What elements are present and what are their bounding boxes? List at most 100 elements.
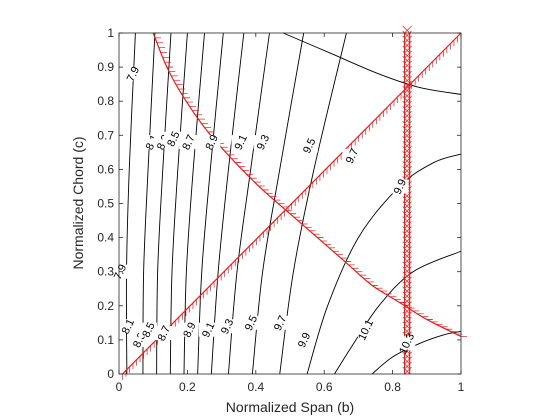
constraint-hatch bbox=[402, 306, 410, 315]
constraint-hatch bbox=[402, 35, 410, 44]
constraint-hatch bbox=[404, 50, 412, 59]
y-tick-label: 0.5 bbox=[97, 197, 114, 211]
constraint-hatch bbox=[404, 161, 412, 169]
contour-label: 8.9 bbox=[181, 321, 198, 340]
constraint-hatch bbox=[402, 251, 410, 259]
contour-label-bg bbox=[118, 319, 137, 334]
constraint-hatch bbox=[404, 361, 412, 370]
y-tick-label: 0.3 bbox=[97, 265, 114, 279]
constraint-hatch bbox=[402, 196, 410, 204]
contour-label-bg bbox=[154, 326, 173, 341]
constraint-hatch bbox=[404, 216, 412, 224]
constraint-hatch bbox=[402, 105, 410, 114]
constraint-hatch bbox=[404, 326, 412, 335]
constraint-hatch bbox=[402, 351, 410, 360]
constraint-hatch bbox=[404, 55, 412, 64]
constraint-hatch bbox=[404, 40, 412, 49]
constraint-hatch bbox=[402, 301, 410, 310]
contour-label: 7.9 bbox=[125, 65, 142, 84]
constraint-hatch bbox=[404, 146, 412, 154]
contour-label-bg bbox=[202, 135, 221, 150]
constraint-hatch bbox=[402, 30, 410, 39]
constraint-hatch bbox=[404, 296, 412, 305]
constraint-hatch bbox=[404, 166, 412, 174]
constraint-hatch bbox=[404, 236, 412, 244]
contour-label-bg bbox=[294, 332, 313, 347]
y-axis-label: Normalized Chord (c) bbox=[70, 136, 86, 269]
constraint-hatch bbox=[404, 70, 412, 79]
contour-line bbox=[279, 32, 347, 375]
contour-line bbox=[371, 330, 462, 375]
constraint-hatch bbox=[402, 211, 410, 219]
contour-label-bg bbox=[397, 336, 416, 351]
constraint-hatch bbox=[402, 241, 410, 249]
constraint-hatch bbox=[402, 361, 410, 370]
constraint-hatch bbox=[402, 161, 410, 169]
contour-label-bg bbox=[123, 66, 142, 81]
contour-label-bg bbox=[356, 322, 375, 337]
constraint-hatch bbox=[404, 111, 412, 119]
constraint-hatch bbox=[402, 85, 410, 94]
y-tick-label: 0.6 bbox=[97, 162, 114, 176]
constraint-hatch bbox=[404, 30, 412, 39]
constraint-hatch bbox=[402, 366, 410, 375]
constraint-hatch bbox=[402, 276, 410, 284]
constraint-hatch bbox=[404, 90, 412, 99]
constraint-hatch bbox=[402, 80, 410, 89]
constraint-hatch bbox=[404, 351, 412, 360]
y-tick-label: 0.9 bbox=[97, 60, 114, 74]
constraint-hatch bbox=[404, 301, 412, 310]
contour-label: 8.5 bbox=[165, 130, 182, 149]
contour-label: 8.5 bbox=[140, 321, 157, 340]
constraint-hatch bbox=[402, 141, 410, 149]
contour-label: 7.9 bbox=[112, 263, 129, 282]
constraint-hatch bbox=[404, 45, 412, 54]
constraint-hatch bbox=[402, 246, 410, 254]
constraint-lines bbox=[121, 25, 467, 380]
constraint-hatch bbox=[402, 25, 410, 34]
constraint-hatch bbox=[402, 266, 410, 274]
contour-line bbox=[306, 153, 462, 375]
contour-label: 9.7 bbox=[344, 147, 361, 166]
constraint-hatch bbox=[404, 356, 412, 365]
constraint-hatch bbox=[404, 141, 412, 149]
constraint-hatch bbox=[402, 40, 410, 49]
constraint-hatch bbox=[402, 45, 410, 54]
constraint-hatch bbox=[404, 191, 412, 199]
constraint-hatch bbox=[404, 196, 412, 204]
contour-label: 9.7 bbox=[272, 314, 289, 333]
constraint-hatch bbox=[402, 95, 410, 104]
contour-label-bg bbox=[180, 322, 199, 337]
constraint-hatch bbox=[402, 111, 410, 119]
constraint-hatch bbox=[402, 55, 410, 64]
constraint-hatch bbox=[404, 85, 412, 94]
y-tick-label: 0.2 bbox=[97, 299, 114, 313]
contour-label: 8.1 bbox=[120, 317, 137, 336]
contour-label-bg bbox=[179, 135, 198, 150]
constraint-hatch bbox=[402, 316, 410, 325]
constraint-hatch bbox=[402, 356, 410, 365]
constraint-hatch bbox=[402, 271, 410, 279]
contour-label-bg bbox=[241, 315, 260, 330]
constraint-hatch bbox=[402, 226, 410, 234]
contour-label: 8.7 bbox=[156, 324, 173, 343]
contour-line bbox=[282, 32, 462, 95]
x-tick-label: 0.6 bbox=[316, 380, 333, 394]
constraint-hatch bbox=[402, 286, 410, 295]
contour-label-bg bbox=[299, 138, 318, 153]
constraint-hatch bbox=[402, 65, 410, 74]
x-tick-label: 0.2 bbox=[179, 380, 196, 394]
constraint-hatch bbox=[404, 221, 412, 229]
constraint-hatch bbox=[404, 25, 412, 34]
constraint-hatch bbox=[402, 116, 410, 124]
constraint-hatch bbox=[404, 65, 412, 74]
constraint-hatch bbox=[402, 296, 410, 305]
constraint-hatch bbox=[404, 211, 412, 219]
axis-ticks: 0 0.2 0.4 0.6 0.8 1 0 0.1 0.2 0.3 0.4 0.5 0.6 0.7 0.8 0… bbox=[97, 26, 464, 394]
contour-label: 9.1 bbox=[233, 133, 250, 152]
contour-label: 9.9 bbox=[392, 177, 409, 196]
contour-label-bg bbox=[198, 322, 217, 337]
contour-label-bg bbox=[253, 135, 272, 150]
constraint-hatch bbox=[404, 35, 412, 44]
